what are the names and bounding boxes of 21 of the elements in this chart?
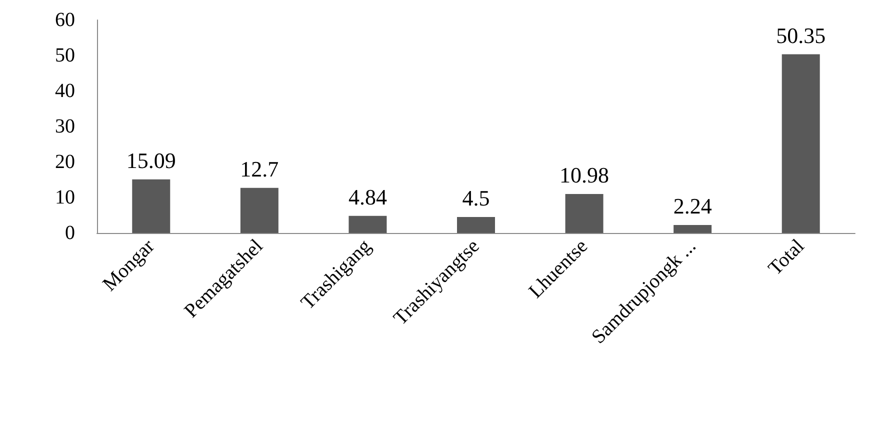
data-label: 4.5 <box>462 186 490 211</box>
y-tick-label: 30 <box>55 116 75 138</box>
y-tick-label: 20 <box>55 151 75 173</box>
y-tick-label: 50 <box>55 44 75 66</box>
data-label: 15.09 <box>126 148 176 173</box>
bar <box>565 194 604 233</box>
data-label: 12.7 <box>240 156 279 182</box>
data-label: 2.24 <box>673 194 712 219</box>
y-tick-label: 10 <box>55 186 75 208</box>
data-label: 50.35 <box>776 22 826 48</box>
bar <box>240 188 278 233</box>
bar <box>782 54 820 233</box>
bar <box>674 225 712 233</box>
bar <box>457 217 495 233</box>
y-tick-label: 60 <box>55 9 75 31</box>
bar <box>348 216 387 233</box>
y-tick-label: 0 <box>65 222 75 244</box>
data-label: 4.84 <box>348 184 387 210</box>
y-tick-label: 40 <box>55 80 75 102</box>
bar <box>132 179 170 233</box>
data-label: 10.98 <box>560 162 610 188</box>
